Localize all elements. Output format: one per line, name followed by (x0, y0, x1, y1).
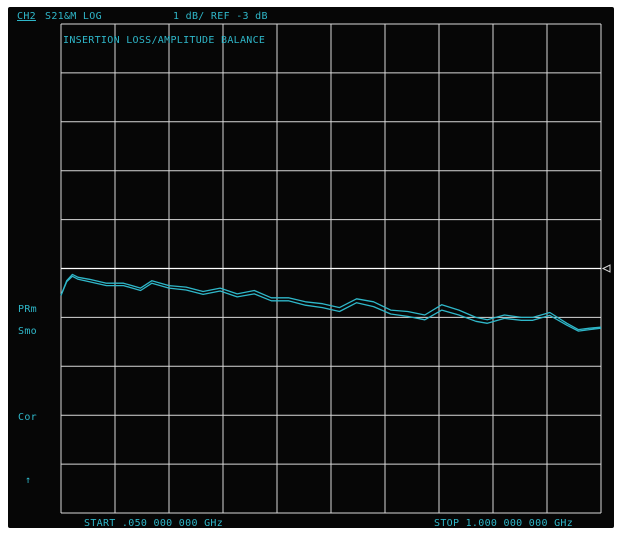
trace-line-1 (60, 273, 602, 331)
measurement-format: S21&M LOG (45, 11, 102, 22)
channel-indicator: CH2 (17, 11, 36, 22)
stop-frequency: STOP 1.000 000 000 GHz (434, 518, 574, 529)
scale-reference: 1 dB/ REF -3 dB (173, 11, 268, 22)
reference-marker-icon (601, 264, 611, 273)
label-smo: Smo (18, 326, 37, 337)
scroll-up-arrow-icon: ↑ (25, 475, 32, 486)
traces (60, 273, 602, 332)
trace-line-2 (60, 275, 602, 332)
label-cor: Cor (18, 412, 37, 423)
chart-title: INSERTION LOSS/AMPLITUDE BALANCE (63, 35, 266, 46)
label-prm: PRm (18, 304, 37, 315)
analyzer-screen (8, 7, 614, 528)
start-frequency: START .050 000 000 GHz (84, 518, 224, 529)
